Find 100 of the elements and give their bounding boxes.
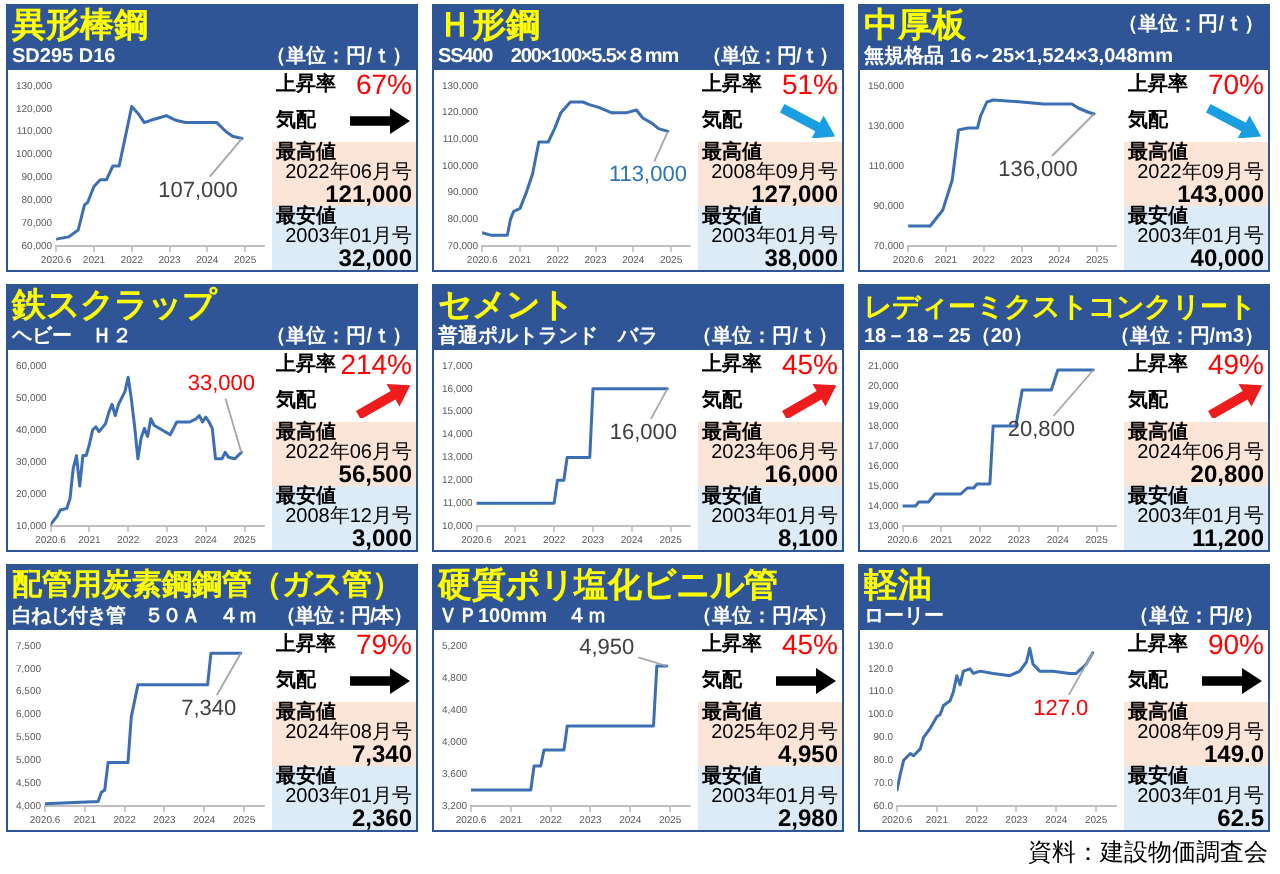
text: 16,000 — [764, 460, 838, 488]
text: 7,340 — [351, 740, 412, 768]
text: 20,800 — [1190, 460, 1264, 488]
text: 気配 — [1128, 110, 1168, 132]
chart-title: レディーミクストコンクリート — [864, 288, 1256, 325]
annotation: 20,800 — [1007, 418, 1076, 443]
annotation: 127.0 — [1033, 696, 1089, 721]
annotation: 136,000 — [998, 158, 1078, 183]
text: 70% — [1207, 68, 1264, 100]
y-axis-title: （単位：円/ｔ） — [266, 326, 412, 350]
text: 最高値 — [1128, 702, 1188, 724]
text: 2003年01月号 — [711, 506, 838, 528]
text: 8,100 — [777, 524, 838, 552]
y-axis-title: （単位：円/ｔ） — [692, 326, 838, 350]
text: 2003年01月号 — [1137, 506, 1264, 528]
text: 2003年01月号 — [285, 786, 412, 808]
text: 56,500 — [338, 460, 412, 488]
y-axis-title: （単位：円/m3） — [1109, 326, 1264, 350]
text: 気配 — [276, 110, 316, 132]
text: 67% — [355, 68, 412, 100]
text: 最安値 — [1128, 766, 1188, 788]
text: 2022年09月号 — [1137, 162, 1264, 184]
text: 2022年06月号 — [285, 162, 412, 184]
text: 2003年01月号 — [711, 226, 838, 248]
text: 最高値 — [702, 142, 762, 164]
text: 気配 — [276, 670, 316, 692]
text: 最高値 — [276, 422, 336, 444]
text: 気配 — [702, 670, 742, 692]
chart-subtitle: 18－18－25（20） — [864, 326, 1033, 350]
text: 2024年08月号 — [285, 722, 412, 744]
text: 45% — [781, 628, 838, 660]
text: 2008年09月号 — [1137, 722, 1264, 744]
text: 最高値 — [276, 702, 336, 724]
text: 2008年12月号 — [285, 506, 412, 528]
text: 上昇率 — [702, 354, 762, 376]
text: 最安値 — [702, 766, 762, 788]
text: 4,950 — [777, 740, 838, 768]
text: 最安値 — [702, 206, 762, 228]
text: 32,000 — [338, 244, 412, 272]
chart-title: Ｈ形鋼 — [438, 6, 540, 46]
text: 2008年09月号 — [711, 162, 838, 184]
y-axis-title: （単位：円/本） — [276, 606, 412, 630]
text: 11,200 — [1191, 524, 1264, 552]
text: 2,980 — [777, 804, 838, 832]
chart-subtitle: SS400 200×100×5.5×８mm — [438, 46, 678, 70]
text: 121,000 — [325, 180, 412, 208]
text: 上昇率 — [276, 354, 336, 376]
text: 2003年01月号 — [285, 226, 412, 248]
annotation: 16,000 — [609, 420, 678, 445]
text: 資料：建設物価調査会 — [1028, 838, 1268, 868]
y-axis-title: （単位：円/ｔ） — [1118, 14, 1264, 38]
text: 上昇率 — [1128, 634, 1188, 656]
chart-subtitle: ヘビー Ｈ２ — [12, 326, 132, 350]
text: 最安値 — [276, 206, 336, 228]
chart-title: 配管用炭素鋼鋼管（ガス管） — [12, 566, 402, 605]
text: 最高値 — [276, 142, 336, 164]
text: 最安値 — [702, 486, 762, 508]
text: 149.0 — [1203, 740, 1264, 768]
text: 79% — [355, 628, 412, 660]
annotation: 113,000 — [609, 163, 687, 188]
chart-subtitle: 白ねじ付き管 ５０Ａ ４ｍ — [12, 606, 257, 630]
text: 気配 — [1128, 390, 1168, 412]
y-axis-title: （単位：円/ℓ） — [1128, 606, 1264, 630]
text: 2003年01月号 — [711, 786, 838, 808]
text: 上昇率 — [276, 634, 336, 656]
chart-title: 中厚板 — [864, 6, 966, 45]
text: 最安値 — [276, 486, 336, 508]
chart-subtitle: SD295 D16 — [12, 46, 116, 70]
text: 上昇率 — [1128, 354, 1188, 376]
text: 143,000 — [1177, 180, 1264, 208]
text: 最安値 — [1128, 206, 1188, 228]
text: 上昇率 — [276, 74, 336, 96]
y-axis-title: （単位：円/ｔ） — [266, 46, 412, 70]
annotation: 107,000 — [158, 178, 238, 203]
text: 45% — [781, 348, 838, 380]
text: 2024年06月号 — [1137, 442, 1264, 464]
chart-subtitle: 普通ポルトランド バラ — [438, 326, 658, 350]
text: 2003年01月号 — [1137, 786, 1264, 808]
chart-subtitle: ローリー — [864, 606, 944, 630]
text: 90% — [1207, 628, 1264, 660]
text: 最高値 — [1128, 142, 1188, 164]
text: 気配 — [1128, 670, 1168, 692]
y-axis-title: （単位：円/ｔ） — [702, 46, 838, 70]
text: 3,000 — [351, 524, 412, 552]
text: 最高値 — [1128, 422, 1188, 444]
chart-subtitle: ＶＰ100mm ４ｍ — [438, 606, 607, 630]
y-axis-title: （単位：円/本） — [692, 606, 838, 630]
text: 気配 — [702, 390, 742, 412]
text: 気配 — [276, 390, 316, 412]
chart-title: セメント — [438, 286, 574, 324]
text: 51% — [781, 68, 838, 100]
text: 62.5 — [1217, 804, 1264, 832]
chart-title: 硬質ポリ塩化ビニル管 — [438, 566, 778, 605]
text: 38,000 — [764, 244, 838, 272]
text: 最安値 — [276, 766, 336, 788]
text: 214% — [340, 348, 412, 380]
annotation: 4,950 — [579, 636, 635, 661]
text: 2003年01月号 — [1137, 226, 1264, 248]
text: 2,360 — [351, 804, 412, 832]
text: 49% — [1207, 348, 1264, 380]
